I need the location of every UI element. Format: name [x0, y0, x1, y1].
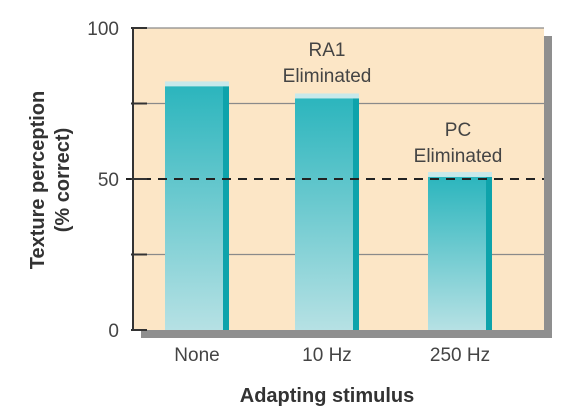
- annotation-text: RA1: [309, 40, 346, 61]
- bar-body: [428, 175, 492, 330]
- x-tick-label: 10 Hz: [302, 345, 352, 366]
- y-axis-title-line-2: (% correct): [52, 128, 74, 232]
- annotation-text: PC: [445, 120, 471, 141]
- y-tick-label: 100: [87, 19, 119, 40]
- y-tick-label: 0: [108, 321, 119, 342]
- y-axis-title-line-1: Texture perception: [27, 91, 49, 270]
- bar-body: [165, 85, 229, 330]
- bar-edge: [353, 97, 359, 331]
- x-tick-label: 250 Hz: [430, 345, 490, 366]
- bar-edge: [486, 175, 492, 330]
- bar-edge: [223, 85, 229, 330]
- bar-top-highlight: [165, 81, 229, 87]
- annotation-text: Eliminated: [283, 66, 372, 87]
- x-axis-title: Adapting stimulus: [240, 385, 414, 407]
- bar-body: [295, 97, 359, 331]
- x-tick-label: None: [174, 345, 219, 366]
- bar-none: [165, 81, 229, 330]
- annotation-text: Eliminated: [414, 146, 503, 167]
- bar-top-highlight: [295, 93, 359, 99]
- bar-10-hz: [295, 93, 359, 331]
- bar-250-hz: [428, 171, 492, 330]
- bar-top-highlight: [428, 171, 492, 177]
- y-tick-label: 50: [98, 170, 119, 191]
